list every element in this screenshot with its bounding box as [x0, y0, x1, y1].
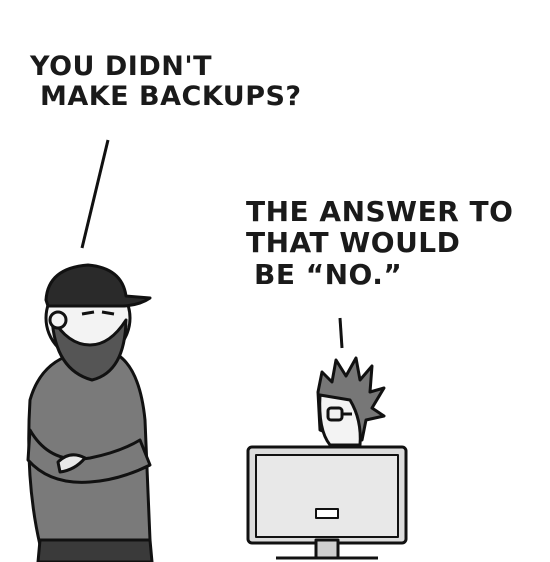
speech-line: YOU DIDN'T — [30, 51, 213, 82]
speech-line: BE “NO.” — [254, 257, 403, 291]
bearded-man-cap — [44, 263, 152, 308]
monitor-stand — [314, 538, 340, 560]
bearded-man — [26, 263, 154, 562]
bearded-man-shirt — [27, 353, 152, 547]
speech-tail-left — [80, 139, 110, 249]
spiky-hair-person — [316, 356, 386, 447]
speech-tail-right — [338, 317, 344, 349]
bearded-man-beard — [50, 316, 128, 382]
spiky-hair-speech-text: THE ANSWER TO THAT WOULD BE “NO.” — [246, 196, 513, 290]
bearded-man-speech-text: YOU DIDN'T MAKE BACKUPS? — [30, 51, 302, 113]
computer-monitor — [246, 445, 408, 560]
monitor-logo — [315, 508, 339, 519]
speech-line: MAKE BACKUPS? — [40, 81, 302, 113]
bearded-man-pants — [36, 538, 154, 562]
speech-line: THE ANSWER TO — [246, 195, 514, 228]
speech-line: THAT WOULD — [246, 226, 461, 260]
